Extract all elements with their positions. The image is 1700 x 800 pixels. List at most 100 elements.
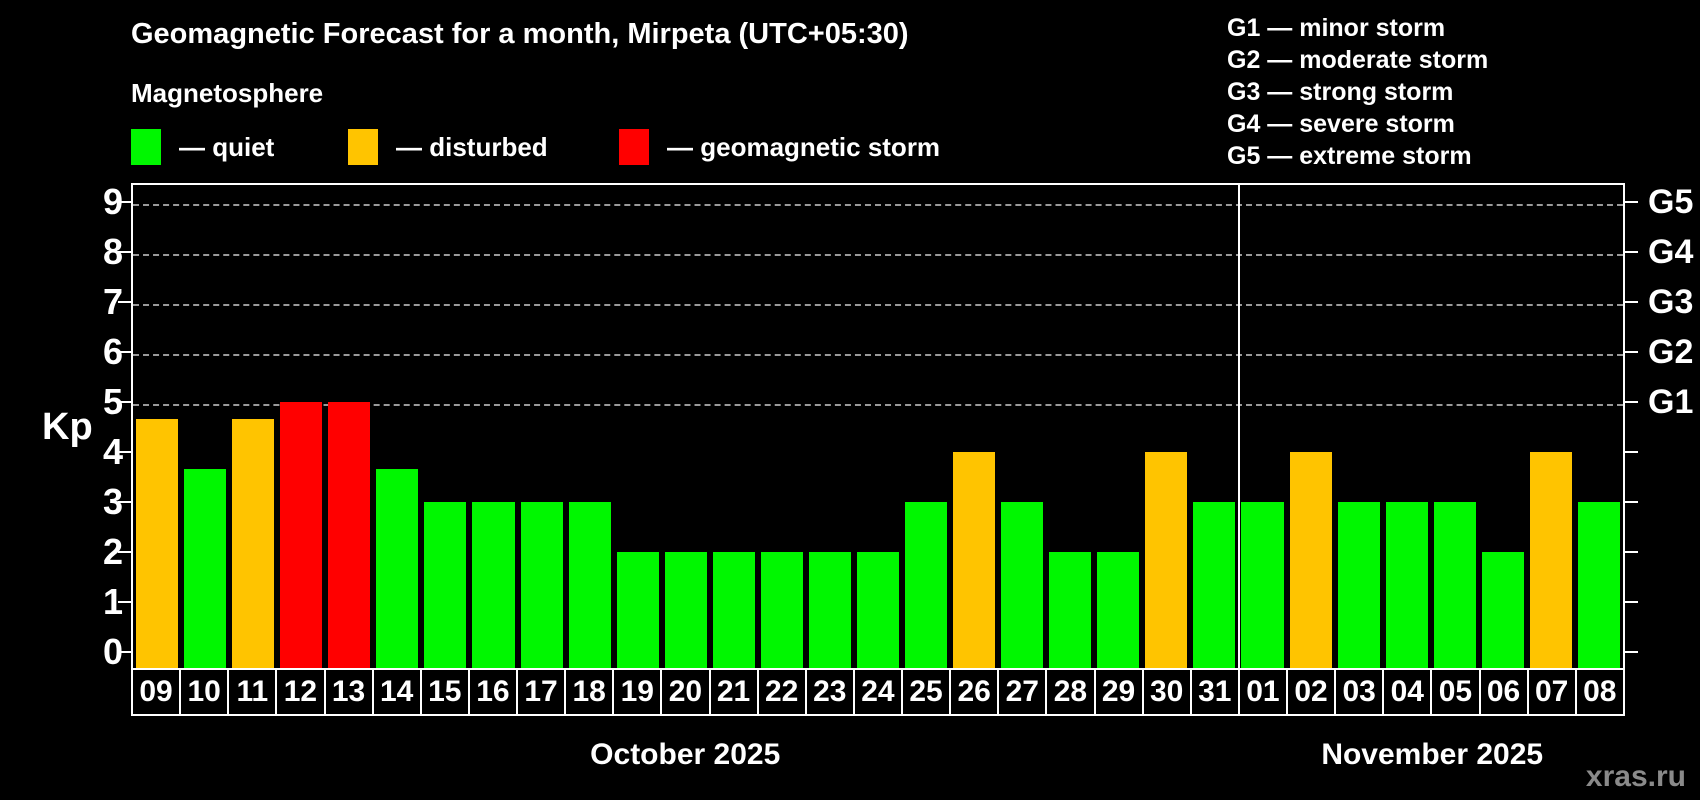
day-label-04: 04 (1382, 670, 1430, 714)
y-axis-tick-right-1 (1625, 601, 1638, 603)
day-label-02: 02 (1286, 670, 1334, 714)
bar-column-day-04 (1383, 185, 1431, 668)
kp-bar-day-09-disturbed (136, 418, 179, 668)
y-axis-tick-left-9 (118, 201, 131, 203)
kp-bar-day-02-disturbed (1289, 452, 1332, 668)
bar-column-day-17 (518, 185, 566, 668)
month-label-november: November 2025 (1321, 738, 1544, 771)
day-label-17: 17 (516, 670, 564, 714)
bar-column-day-11 (229, 185, 277, 668)
gridline-kp-6 (133, 354, 1623, 356)
y-axis-tick-left-4 (118, 451, 131, 453)
legend-item-storm: — geomagnetic storm (619, 128, 940, 166)
y-axis-label-2: 2 (102, 531, 123, 572)
y-axis-label-0: 0 (102, 631, 123, 672)
g-scale-label-g4: G4 (1648, 233, 1694, 271)
bar-column-day-06 (1479, 185, 1527, 668)
bar-column-day-30 (1142, 185, 1190, 668)
kp-bar-day-04-quiet (1385, 502, 1428, 668)
bar-column-day-20 (662, 185, 710, 668)
bar-column-day-29 (1094, 185, 1142, 668)
kp-bar-day-08-quiet (1577, 502, 1620, 668)
day-label-20: 20 (660, 670, 708, 714)
day-label-19: 19 (612, 670, 660, 714)
y-axis-title: Kp (42, 406, 93, 448)
y-axis-tick-right-7 (1625, 301, 1638, 303)
month-separator-line (1238, 185, 1241, 668)
kp-bar-day-10-quiet (184, 468, 227, 668)
plot-area (131, 183, 1625, 668)
bar-column-day-22 (758, 185, 806, 668)
kp-bar-day-13-storm (328, 402, 371, 668)
kp-bar-day-21-quiet (712, 552, 755, 668)
storm-scale-line-g1: G1 — minor storm (1227, 14, 1446, 42)
day-label-12: 12 (275, 670, 323, 714)
y-axis-label-3: 3 (102, 481, 123, 522)
y-axis-label-5: 5 (102, 381, 123, 422)
watermark: xras.ru (1585, 760, 1686, 793)
y-axis-label-6: 6 (102, 331, 123, 372)
bar-column-day-13 (325, 185, 373, 668)
day-label-21: 21 (708, 670, 757, 714)
g-scale-label-g1: G1 (1648, 383, 1694, 421)
day-label-26: 26 (949, 670, 997, 714)
legend-item-quiet: — quiet (131, 128, 274, 166)
gridline-kp-9 (133, 204, 1623, 206)
bar-column-day-27 (998, 185, 1046, 668)
kp-bar-day-15-quiet (424, 502, 467, 668)
y-axis-label-7: 7 (102, 281, 123, 322)
y-axis-tick-left-3 (118, 501, 131, 503)
y-axis-label-4: 4 (102, 431, 123, 472)
day-label-16: 16 (467, 670, 516, 714)
kp-bar-day-11-disturbed (232, 418, 275, 668)
y-axis-tick-left-2 (118, 551, 131, 553)
day-label-13: 13 (323, 670, 372, 714)
month-label-october: October 2025 (590, 738, 781, 771)
bar-column-day-24 (854, 185, 902, 668)
storm-scale-line-g5: G5 — extreme storm (1227, 142, 1472, 170)
bar-column-day-02 (1287, 185, 1335, 668)
gridline-kp-7 (133, 304, 1623, 306)
bar-column-day-23 (806, 185, 854, 668)
kp-bar-day-19-quiet (616, 552, 659, 668)
storm-scale-line-g4: G4 — severe storm (1227, 110, 1455, 138)
y-axis-tick-right-4 (1625, 451, 1638, 453)
day-label-06: 06 (1478, 670, 1527, 714)
day-label-31: 31 (1189, 670, 1238, 714)
day-label-08: 08 (1574, 670, 1623, 714)
day-label-01: 01 (1237, 670, 1286, 714)
day-label-10: 10 (179, 670, 227, 714)
y-axis-tick-left-1 (118, 601, 131, 603)
day-label-11: 11 (227, 670, 275, 714)
storm-scale-line-g3: G3 — strong storm (1227, 78, 1454, 106)
kp-bar-day-22-quiet (760, 552, 803, 668)
day-label-23: 23 (804, 670, 853, 714)
bar-series (133, 185, 1623, 668)
bar-column-day-14 (373, 185, 421, 668)
bar-column-day-21 (710, 185, 758, 668)
storm-color-swatch (619, 129, 649, 165)
kp-bar-day-23-quiet (808, 552, 851, 668)
day-label-03: 03 (1334, 670, 1382, 714)
day-label-27: 27 (997, 670, 1045, 714)
gridline-kp-5 (133, 404, 1623, 406)
day-label-09: 09 (139, 675, 173, 708)
kp-bar-day-06-quiet (1481, 552, 1524, 668)
legend-item-label: — disturbed (396, 131, 548, 162)
kp-bar-day-03-quiet (1337, 502, 1380, 668)
kp-bar-day-07-disturbed (1529, 452, 1572, 668)
bar-column-day-01 (1238, 185, 1286, 668)
y-axis-tick-right-3 (1625, 501, 1638, 503)
storm-scale-line-g2: G2 — moderate storm (1227, 46, 1489, 74)
g-scale-label-g5: G5 (1648, 183, 1694, 221)
y-axis-label-1: 1 (102, 581, 123, 622)
bar-column-day-07 (1527, 185, 1575, 668)
day-label-05: 05 (1430, 670, 1478, 714)
bar-column-day-18 (566, 185, 614, 668)
y-axis-tick-right-2 (1625, 551, 1638, 553)
day-label-15: 15 (419, 670, 468, 714)
bar-column-day-28 (1046, 185, 1094, 668)
y-axis-tick-right-6 (1625, 351, 1638, 353)
y-axis-tick-left-5 (118, 401, 131, 403)
kp-bar-day-30-disturbed (1145, 452, 1188, 668)
